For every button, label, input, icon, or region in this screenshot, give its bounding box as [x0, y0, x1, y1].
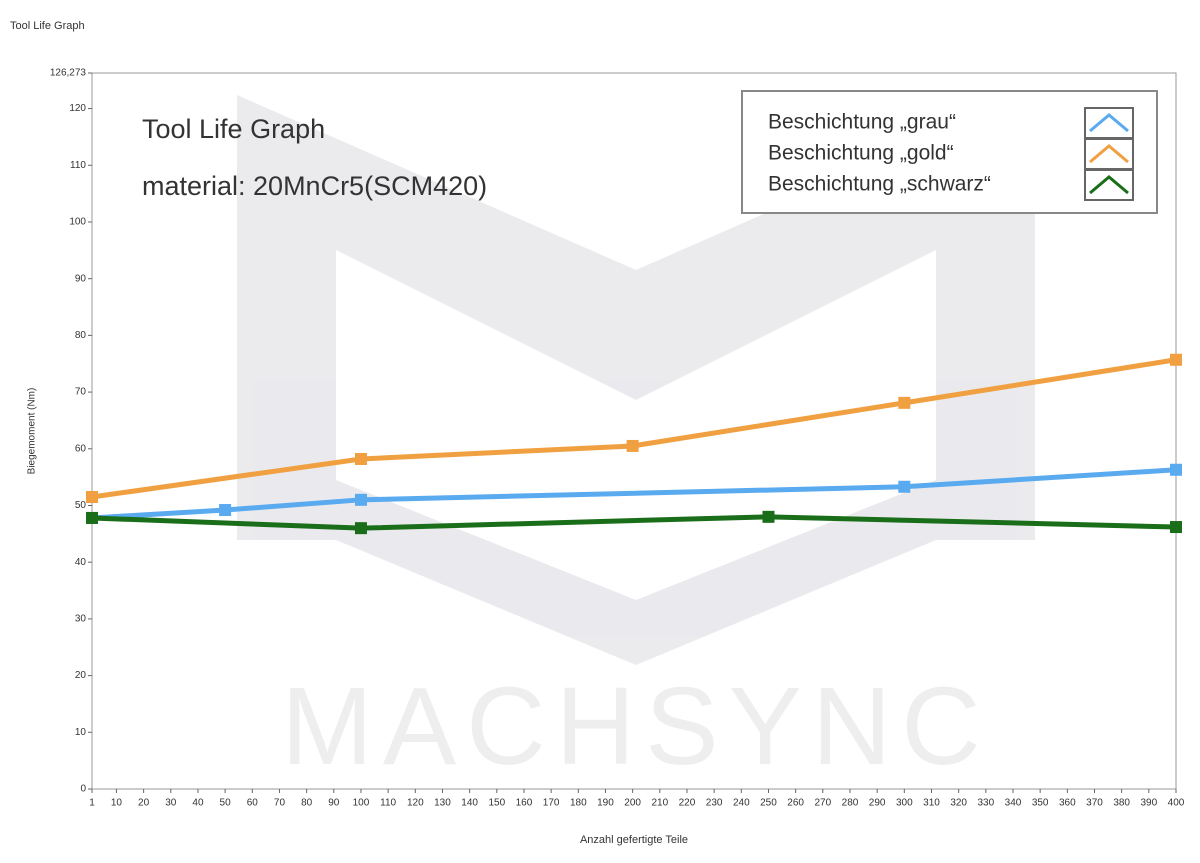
- x-tick-label: 60: [247, 798, 259, 809]
- y-tick-label: 110: [70, 160, 86, 171]
- y-tick-label: 100: [69, 217, 86, 228]
- x-tick-label: 330: [977, 798, 994, 809]
- x-tick-label: 50: [220, 798, 232, 809]
- annotation: Tool Life Graph: [142, 114, 325, 144]
- x-tick-label: 150: [488, 798, 505, 809]
- chart-title: Tool Life Graph: [10, 20, 85, 32]
- y-tick-label: 0: [80, 784, 86, 795]
- legend-swatch-box: [1084, 138, 1134, 170]
- marker: [354, 522, 367, 535]
- x-tick-label: 240: [733, 798, 750, 809]
- x-tick-label: 10: [111, 798, 123, 809]
- x-tick-label: 110: [380, 798, 396, 809]
- y-tick-label: 50: [75, 500, 87, 511]
- x-tick-label: 80: [301, 798, 313, 809]
- x-tick-label: 40: [192, 798, 204, 809]
- y-tick-label: 10: [75, 727, 87, 738]
- x-tick-label: 220: [679, 798, 696, 809]
- y-axis-label: Biegemoment (Nm): [27, 388, 38, 475]
- x-tick-label: 210: [651, 798, 668, 809]
- legend-label: Beschichtung „grau“: [768, 111, 956, 134]
- marker: [219, 504, 232, 517]
- marker: [86, 511, 98, 524]
- marker: [762, 510, 775, 523]
- y-tick-label: 60: [75, 443, 87, 454]
- x-tick-label: 320: [950, 798, 967, 809]
- x-tick-label: 190: [597, 798, 614, 809]
- marker: [1170, 463, 1182, 476]
- marker: [626, 439, 639, 452]
- y-tick-label: 120: [69, 103, 86, 114]
- x-tick-label: 350: [1032, 798, 1049, 809]
- watermark: MACHSYNC: [281, 665, 991, 788]
- y-tick-label: 126,273: [50, 68, 87, 79]
- x-tick-label: 280: [842, 798, 859, 809]
- legend-label: Beschichtung „gold“: [768, 142, 954, 165]
- y-tick-label: 70: [75, 387, 87, 398]
- x-tick-label: 260: [787, 798, 804, 809]
- y-tick-label: 30: [75, 614, 87, 625]
- marker: [898, 480, 911, 493]
- marker: [354, 452, 367, 465]
- legend-swatch-box: [1084, 107, 1134, 139]
- y-tick-label: 90: [75, 273, 87, 284]
- marker: [1170, 353, 1182, 366]
- x-tick-label: 90: [328, 798, 340, 809]
- x-tick-label: 30: [165, 798, 177, 809]
- marker: [354, 493, 367, 506]
- x-tick-label: 160: [516, 798, 533, 809]
- x-tick-label: 170: [543, 798, 560, 809]
- x-tick-label: 270: [814, 798, 831, 809]
- plot-frame: [91, 72, 1177, 790]
- x-tick-label: 120: [407, 798, 424, 809]
- x-axis-label: Anzahl gefertigte Teile: [580, 834, 688, 846]
- marker: [86, 490, 98, 503]
- x-tick-label: 390: [1140, 798, 1157, 809]
- legend-label: Beschichtung „schwarz“: [768, 173, 991, 196]
- x-tick-label: 310: [923, 798, 940, 809]
- annotation: material: 20MnCr5(SCM420): [142, 171, 487, 201]
- x-tick-label: 130: [434, 798, 451, 809]
- x-tick-label: 250: [760, 798, 777, 809]
- y-tick-label: 40: [75, 557, 87, 568]
- y-tick-label: 80: [75, 330, 87, 341]
- x-tick-label: 340: [1005, 798, 1022, 809]
- legend-swatch: [1089, 113, 1129, 133]
- x-tick-label: 200: [624, 798, 641, 809]
- x-tick-label: 140: [461, 798, 478, 809]
- x-tick-label: 370: [1086, 798, 1103, 809]
- series-line: [91, 514, 1177, 531]
- marker: [898, 396, 911, 409]
- legend-swatch: [1089, 175, 1129, 195]
- y-tick-label: 20: [75, 670, 87, 681]
- x-tick-label: 360: [1059, 798, 1076, 809]
- x-tick-label: 1: [89, 798, 95, 809]
- x-tick-label: 70: [274, 798, 286, 809]
- x-tick-label: 100: [353, 798, 370, 809]
- x-tick-label: 400: [1168, 798, 1185, 809]
- x-tick-label: 180: [570, 798, 587, 809]
- x-tick-label: 300: [896, 798, 913, 809]
- x-tick-label: 380: [1113, 798, 1130, 809]
- x-tick-label: 290: [869, 798, 886, 809]
- legend-swatch-box: [1084, 169, 1134, 201]
- legend-swatch: [1089, 144, 1129, 164]
- marker: [1170, 521, 1182, 534]
- x-tick-label: 230: [706, 798, 723, 809]
- x-tick-label: 20: [138, 798, 150, 809]
